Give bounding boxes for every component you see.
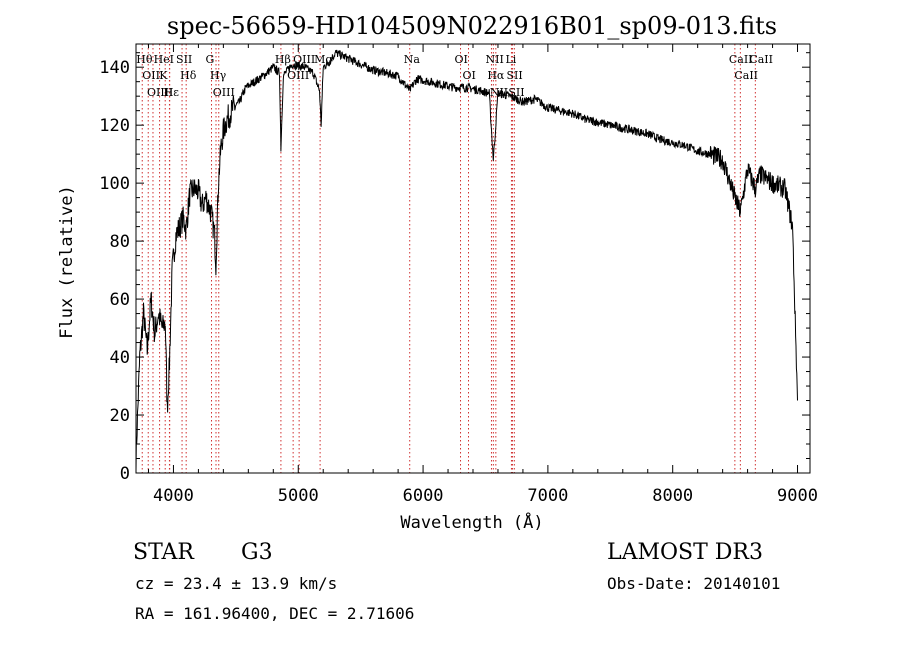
line-label-4: K [159,69,168,82]
line-label-25: CaII [729,53,753,66]
line-label-17: OI [455,53,468,66]
y-tick-label-2: 40 [110,348,130,368]
line-label-7: SII [176,53,192,66]
line-label-2: OIII [147,86,169,99]
line-label-16: Na [404,53,421,66]
line-label-23: SII [506,69,522,82]
line-label-3: HeI [154,53,174,66]
line-label-19: NII [485,53,503,66]
line-label-12: Hβ [275,53,291,66]
line-label-13: OIII [287,69,309,82]
line-label-8: Hδ [180,69,197,82]
y-tick-label-5: 100 [99,174,130,194]
y-tick-label-7: 140 [99,58,130,78]
y-tick-label-1: 20 [110,406,130,426]
observation-date: Obs-Date: 20140101 [607,574,781,593]
x-tick-label-4: 8000 [652,486,693,506]
y-axis-label: Flux (relative) [57,185,77,339]
x-tick-label-5: 9000 [777,486,818,506]
line-label-0: Hθ [136,53,153,66]
y-tick-label-0: 0 [120,464,130,484]
line-label-11: OIII [213,86,235,99]
line-label-22: Li [505,53,516,66]
line-markers [141,44,756,473]
plot-frame [135,43,811,474]
series-layer [135,49,798,472]
line-label-26: CaII [734,69,758,82]
coordinates-readout: RA = 161.96400, DEC = 2.71606 [135,604,415,623]
x-tick-label-2: 6000 [403,486,444,506]
spectrum-series-0 [135,49,798,472]
line-label-5: H [163,86,173,99]
y-tick-label-6: 120 [99,116,130,136]
axis-ticks: 4000 5000 6000 7000 8000 9000 0 20 40 60 80 100 120 1… [99,44,818,506]
object-subclass: G3 [241,540,273,565]
y-tick-label-4: 80 [110,232,130,252]
x-tick-label-1: 5000 [278,486,319,506]
line-label-10: Hγ [210,69,227,82]
x-tick-label-3: 7000 [527,486,568,506]
x-axis-label: Wavelength (Å) [400,511,543,533]
y-tick-label-3: 60 [110,290,130,310]
redshift-readout: cz = 23.4 ± 13.9 km/s [135,574,338,593]
line-label-1: OII [142,69,160,82]
line-label-9: G [206,53,215,66]
object-class: STAR [133,540,194,565]
line-label-18: OI [463,69,476,82]
x-tick-label-0: 4000 [153,486,194,506]
survey-name: LAMOST DR3 [607,540,763,565]
line-label-27: CaII [749,53,773,66]
line-label-6: Hε [164,86,180,99]
line-labels: HθOIIOIIIHeIKHHεSIIHδGHγOIIIHβOIIIOIIIMg… [136,53,773,99]
line-label-20: Hα [487,69,505,82]
chart-title: spec-56659-HD104509N022916B01_sp09-013.f… [167,12,777,40]
